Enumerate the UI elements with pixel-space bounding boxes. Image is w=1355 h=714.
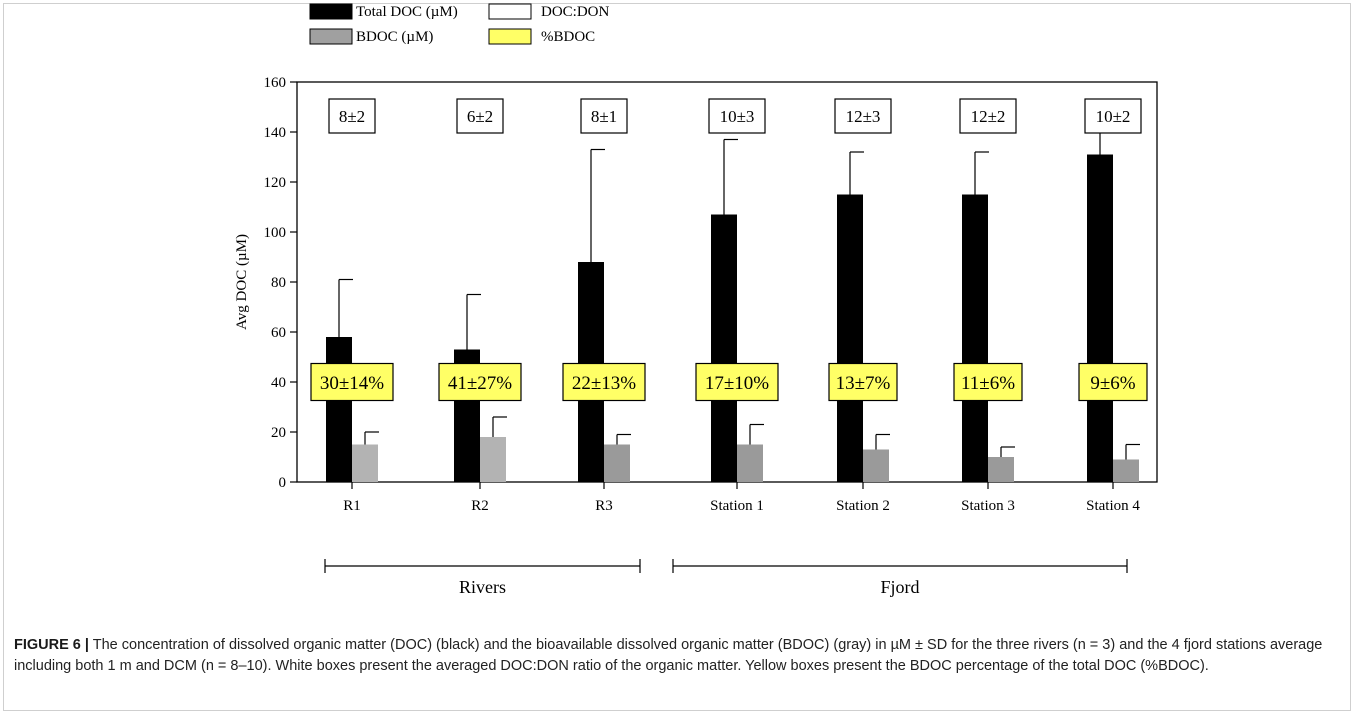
y-tick-label: 40 [271, 375, 286, 391]
legend-label: %BDOC [541, 29, 595, 45]
y-tick-label: 20 [271, 425, 286, 441]
pct-bdoc-box [828, 362, 898, 402]
pct-bdoc-label: 11±6% [961, 373, 1015, 394]
y-tick-label: 60 [271, 325, 286, 341]
total-doc-bar [1087, 154, 1113, 482]
y-tick-label: 120 [264, 175, 287, 191]
doc-don-label: 8±1 [591, 107, 617, 126]
pct-bdoc-box [310, 362, 394, 402]
y-axis-label: Avg DOC (µM) [234, 234, 250, 330]
pct-bdoc-box [1078, 362, 1148, 402]
legend-swatch [309, 3, 353, 20]
pct-bdoc-label: 30±14% [320, 373, 384, 394]
doc-don-box [708, 98, 766, 134]
legend-label: DOC:DON [541, 4, 610, 20]
pct-bdoc-label: 9±6% [1090, 373, 1135, 394]
doc-don-box [959, 98, 1017, 134]
doc-bar-chart: Total DOC (µM) DOC:DON BDOC (µM) %BDOC 0 20 4… [234, 3, 1158, 597]
figure-caption: FIGURE 6 | The concentration of dissolve… [14, 635, 1339, 677]
total-doc-bar [711, 214, 737, 482]
bdoc-bar [604, 444, 630, 482]
x-tick-label: Station 1 [710, 498, 764, 514]
chart-groups: Rivers Fjord [324, 559, 1128, 597]
pct-bdoc-box [438, 362, 522, 402]
y-tick-label: 80 [271, 275, 286, 291]
total-doc-bar [326, 337, 352, 482]
bdoc-bar [737, 444, 763, 482]
legend-swatch [488, 28, 532, 45]
pct-bdoc-box [695, 362, 779, 402]
x-tick-label: Station 4 [1086, 498, 1140, 514]
y-tick-label: 0 [279, 475, 287, 491]
chart-axes: 0 20 40 60 80 100 120 140 160 Avg DOC (µM) R1 R2 R3 S… [234, 75, 1158, 514]
pct-bdoc-label: 17±10% [705, 373, 769, 394]
y-tick-label: 160 [264, 75, 287, 91]
x-tick-label: Station 2 [836, 498, 890, 514]
chart-legend: Total DOC (µM) DOC:DON BDOC (µM) %BDOC [309, 3, 610, 45]
bdoc-bar [1113, 459, 1139, 482]
pct-bdoc-label: 41±27% [448, 373, 512, 394]
bdoc-bar [480, 437, 506, 482]
legend-label: BDOC (µM) [356, 29, 433, 45]
doc-don-box [834, 98, 892, 134]
pct-bdoc-box [562, 362, 646, 402]
legend-swatch [488, 3, 532, 20]
x-tick-label: Station 3 [961, 498, 1015, 514]
chart-annotations: 8±2 30±14% 6±2 41±27% 8±1 22±13% 10±3 17±10% 12±… [310, 98, 1148, 402]
legend-label: Total DOC (µM) [356, 4, 458, 20]
pct-bdoc-label: 13±7% [836, 373, 891, 394]
group-label: Rivers [459, 577, 506, 597]
group-label: Fjord [880, 577, 919, 597]
figure-frame [3, 3, 1351, 711]
x-tick-label: R2 [471, 498, 489, 514]
figure-label: FIGURE 6 | [14, 637, 89, 653]
y-tick-label: 140 [264, 125, 287, 141]
pct-bdoc-label: 22±13% [572, 373, 636, 394]
y-tick-label: 100 [264, 225, 287, 241]
doc-don-label: 6±2 [467, 107, 493, 126]
pct-bdoc-box [953, 362, 1023, 402]
chart-bars [326, 116, 1140, 482]
bdoc-bar [988, 457, 1014, 482]
doc-don-box [580, 98, 628, 134]
x-tick-label: R3 [595, 498, 613, 514]
total-doc-bar [962, 194, 988, 482]
total-doc-bar [837, 194, 863, 482]
doc-don-label: 10±3 [720, 107, 755, 126]
bdoc-bar [863, 449, 889, 482]
doc-don-box [456, 98, 504, 134]
doc-don-label: 8±2 [339, 107, 365, 126]
figure-caption-text: The concentration of dissolved organic m… [14, 637, 1323, 674]
x-tick-label: R1 [343, 498, 361, 514]
legend-swatch [309, 28, 353, 45]
bdoc-bar [352, 444, 378, 482]
doc-don-label: 12±2 [971, 107, 1006, 126]
doc-don-box [1084, 98, 1142, 134]
doc-don-label: 10±2 [1096, 107, 1131, 126]
doc-don-label: 12±3 [846, 107, 881, 126]
doc-don-box [328, 98, 376, 134]
